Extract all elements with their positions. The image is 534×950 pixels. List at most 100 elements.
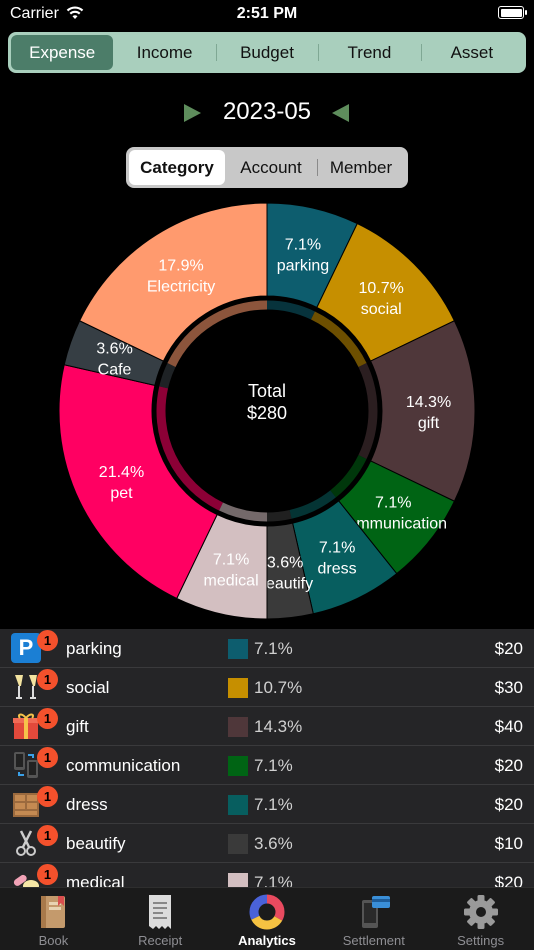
tab-category[interactable]: Category [129,150,225,185]
dresser-icon [13,793,39,817]
slice-percent-label: 7.1% [213,551,249,568]
category-percent: 7.1% [254,756,293,775]
category-name: social [66,678,110,697]
count-badge: 1 [37,708,58,729]
donut-center-title: Total [248,381,286,401]
color-swatch [228,756,248,776]
next-month-arrow-icon[interactable] [184,104,201,122]
slice-name-label: communication [339,516,447,533]
donut-inner-ring-pet [156,386,223,511]
status-bar: Carrier 2:51 PM [0,0,534,30]
tab-expense[interactable]: Expense [11,35,114,70]
clock: 2:51 PM [236,5,298,22]
slice-percent-label: 21.4% [99,464,144,481]
category-list: P 1 parking 7.1% $20 1 social 10.7% $30 … [0,629,534,887]
tab-settlement[interactable]: Settlement [320,888,427,950]
donut-slice-pet[interactable] [58,364,218,600]
tab-budget[interactable]: Budget [215,35,318,70]
list-item-dress[interactable]: 1 dress 7.1% $20 [0,785,534,824]
donut-inner-ring-electricity [167,300,268,368]
category-percent: 14.3% [254,717,303,736]
previous-month-arrow-icon[interactable] [332,104,349,122]
category-name: gift [66,717,89,736]
slice-percent-label: 14.3% [406,394,451,411]
donut-inner-ring-dress [289,490,336,519]
donut-inner-ring-gift [358,363,378,459]
color-swatch [228,795,248,815]
slice-percent-label: 7.1% [319,540,355,557]
tab-label: Analytics [238,933,296,948]
list-item-parking[interactable]: P 1 parking 7.1% $20 [0,629,534,668]
slice-name-label: medical [203,572,258,589]
color-swatch [228,717,248,737]
slice-name-label: Cafe [98,362,132,379]
tab-income[interactable]: Income [136,42,193,62]
donut-inner-ring-parking [266,300,315,320]
category-amount: $20 [494,795,523,814]
donut-center-total: $280 [247,403,287,423]
pills-icon [13,874,39,887]
book-icon [41,896,66,928]
list-item-gift[interactable]: 1 gift 14.3% $40 [0,707,534,746]
tab-settings[interactable]: Settings [427,888,534,950]
gear-icon [463,895,498,929]
carrier-label: Carrier [10,5,59,22]
wifi-icon [66,6,84,19]
color-swatch [228,678,248,698]
count-badge: 1 [37,825,58,846]
category-percent: 7.1% [254,639,293,658]
tab-member[interactable]: Member [317,150,405,185]
slice-name-label: Electricity [147,278,215,295]
list-item-communication[interactable]: 1 communication 7.1% $20 [0,746,534,785]
scissors-icon [16,830,36,856]
list-item-medical[interactable]: 1 medical 7.1% $20 [0,863,534,887]
count-badge: 1 [37,786,58,807]
category-amount: $10 [494,834,523,853]
tab-trend[interactable]: Trend [318,35,420,70]
category-percent: 7.1% [254,873,293,887]
tab-label: Settlement [342,933,405,948]
category-name: dress [66,795,108,814]
slice-name-label: social [361,301,402,318]
slice-percent-label: 7.1% [285,237,321,254]
tab-analytics[interactable]: Analytics [214,888,321,950]
category-donut-chart: 7.1% parking 10.7% social 14.3% gift 7.1% commu… [57,201,477,621]
category-name: parking [66,639,122,658]
category-amount: $30 [494,678,523,697]
tab-label: Settings [457,933,505,948]
donut-inner-ring-social [310,311,367,368]
category-name: communication [66,756,181,775]
category-amount: $20 [494,873,523,887]
category-amount: $40 [494,717,523,736]
tab-account[interactable]: Account [240,157,302,177]
bottom-tab-bar: Book Receipt Analytics Settlement [0,887,534,950]
category-name: medical [66,873,125,887]
list-item-social[interactable]: 1 social 10.7% $30 [0,668,534,707]
slice-percent-label: 17.9% [158,257,203,274]
category-percent: 7.1% [254,795,293,814]
report-type-segmented-control: Expense Income Budget Trend Asset [8,32,526,73]
category-percent: 10.7% [254,678,303,697]
color-swatch [228,639,248,659]
category-name: beautify [66,834,126,853]
slice-name-label: gift [418,415,440,432]
analytics-icon [249,894,285,930]
tab-label: Receipt [138,933,183,948]
list-item-beautify[interactable]: 1 beautify 3.6% $10 [0,824,534,863]
tab-label: Book [38,933,69,948]
tab-book[interactable]: Book [0,888,107,950]
phones-icon [14,752,38,778]
donut-inner-ring-cafe [159,363,176,389]
donut-inner-ring-beautify [266,509,292,522]
month-selector: 2023-05 [0,96,534,130]
slice-percent-label: 3.6% [96,341,132,358]
donut-slice-electricity[interactable] [78,202,268,362]
month-label[interactable]: 2023-05 [222,98,312,125]
gift-icon [13,713,39,739]
receipt-icon [149,895,172,929]
grouping-segmented-control: Category Account Member [126,147,408,188]
count-badge: 1 [37,630,58,651]
count-badge: 1 [37,747,58,768]
tab-receipt[interactable]: Receipt [107,888,214,950]
tab-asset[interactable]: Asset [420,35,523,70]
